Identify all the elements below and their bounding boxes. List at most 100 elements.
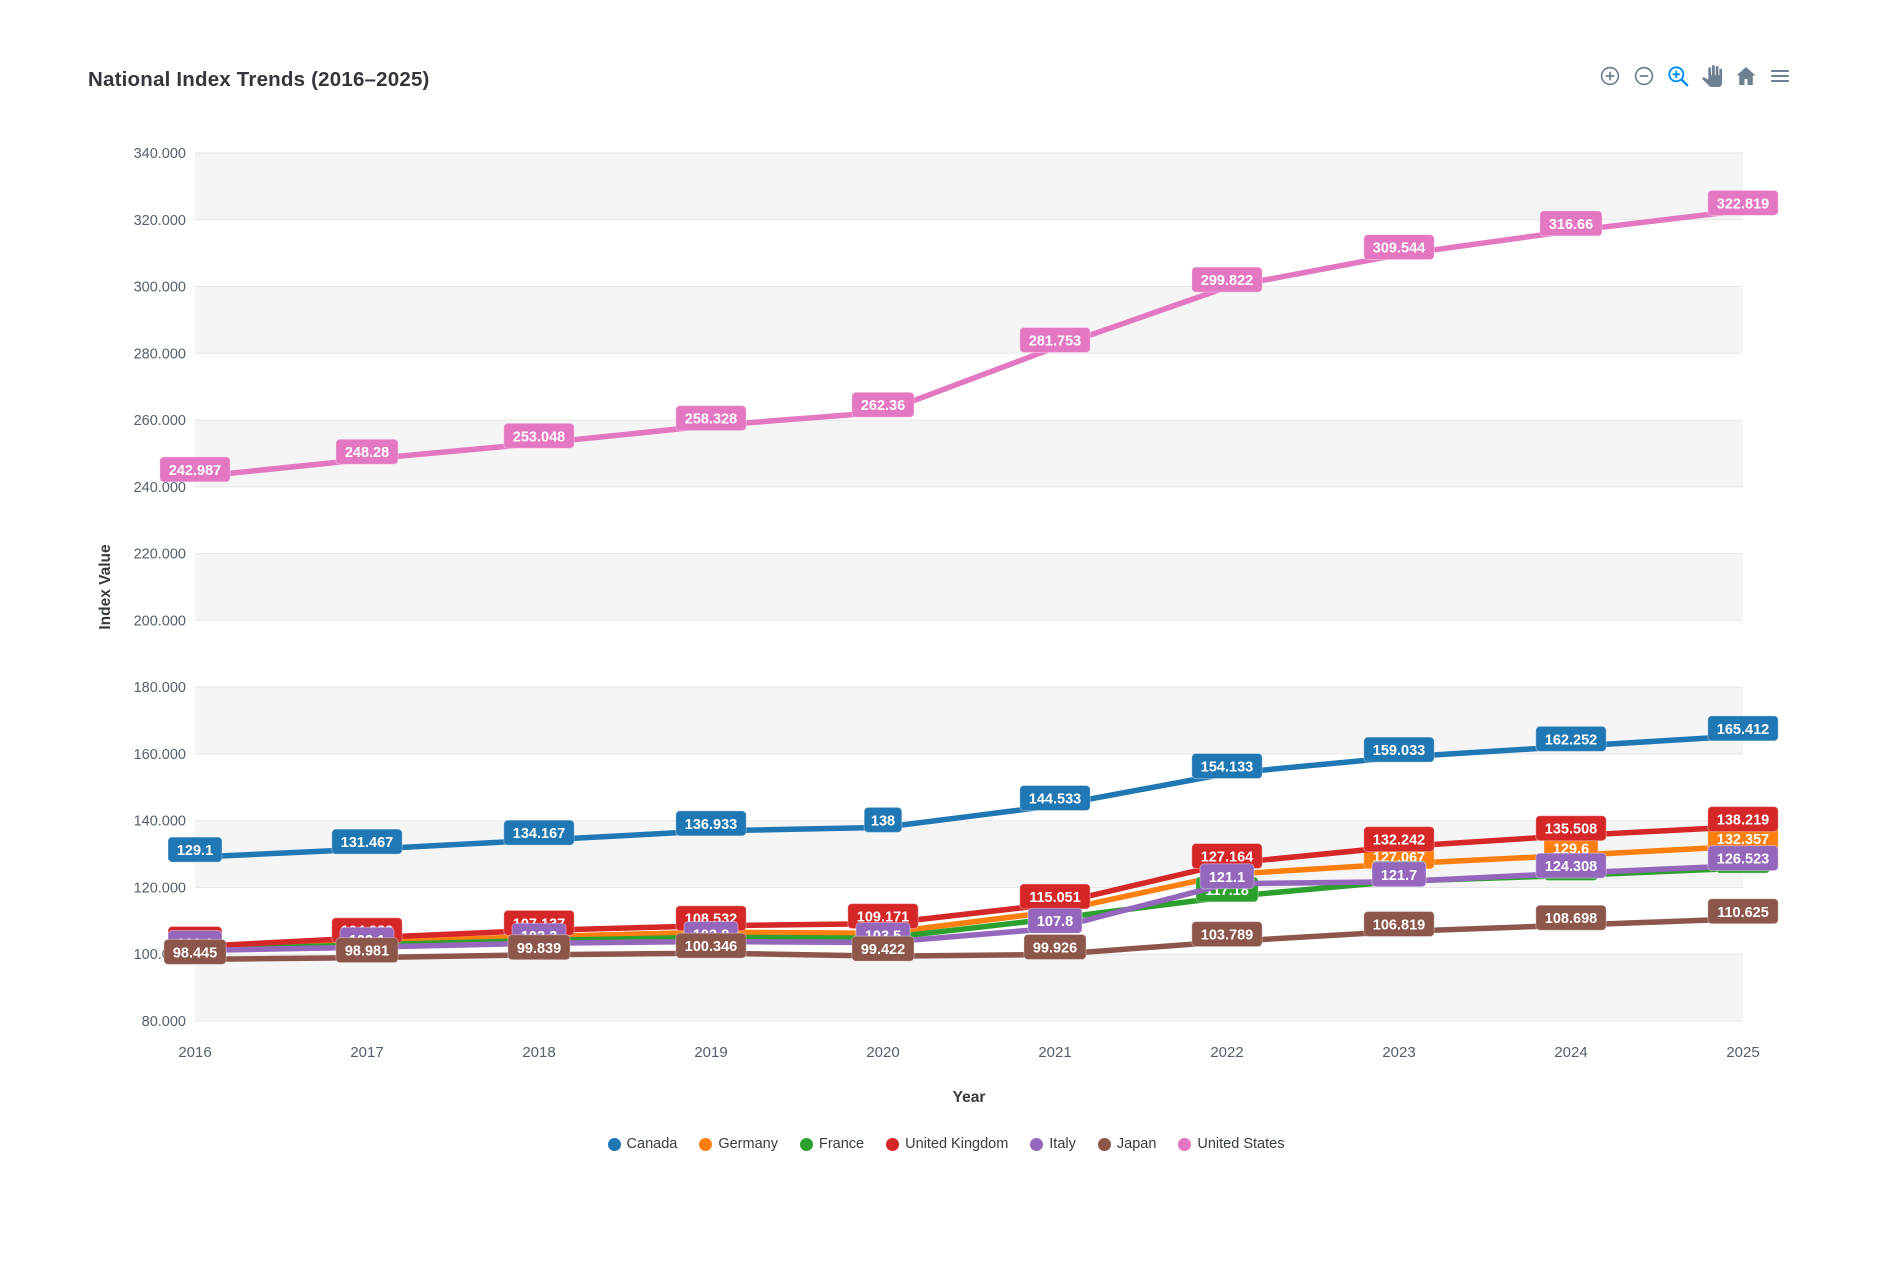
svg-text:2019: 2019	[694, 1044, 727, 1061]
data-label: 138.219	[1707, 806, 1779, 833]
legend-marker-italy	[1030, 1137, 1044, 1151]
legend-item-italy[interactable]: Italy	[1030, 1136, 1076, 1152]
svg-text:242.987: 242.987	[169, 463, 221, 479]
zoom-in-button[interactable]	[1598, 64, 1622, 88]
zoom-out-button[interactable]	[1632, 64, 1656, 88]
svg-text:121.1: 121.1	[1209, 870, 1245, 886]
svg-text:2021: 2021	[1038, 1044, 1071, 1061]
y-axis-ticks: 80.000100.000120.000140.000160.000180.00…	[134, 146, 186, 1030]
svg-text:144.533: 144.533	[1029, 792, 1081, 808]
series-japan: 98.445 98.981 99.839 100.346 99.422 99.926 103…	[163, 898, 1779, 965]
svg-text:99.839: 99.839	[517, 941, 561, 957]
svg-text:99.926: 99.926	[1033, 940, 1077, 956]
svg-text:2022: 2022	[1210, 1044, 1243, 1061]
svg-text:2023: 2023	[1382, 1044, 1415, 1061]
svg-text:127.164: 127.164	[1201, 850, 1253, 866]
legend-label-canada: Canada	[626, 1136, 678, 1152]
legend-label-united-states: United States	[1197, 1136, 1285, 1152]
svg-text:134.167: 134.167	[513, 826, 565, 842]
svg-text:309.544: 309.544	[1373, 241, 1425, 257]
zoom-in-icon	[1600, 66, 1620, 86]
svg-text:115.051: 115.051	[1029, 890, 1081, 906]
svg-text:240.000: 240.000	[134, 480, 186, 496]
svg-text:260.000: 260.000	[134, 413, 186, 429]
legend-item-germany[interactable]: Germany	[699, 1136, 778, 1152]
data-label: 109.171	[847, 903, 919, 930]
data-label: 262.36	[851, 391, 915, 418]
series-line-japan	[192, 916, 1746, 963]
svg-text:110.625: 110.625	[1717, 905, 1769, 921]
data-label: 129.1	[167, 836, 223, 863]
data-label: 127.164	[1191, 843, 1263, 870]
svg-text:2020: 2020	[866, 1044, 899, 1061]
chart-canvas[interactable]: 80.000100.000120.000140.000160.000180.00…	[0, 0, 1892, 1120]
svg-text:129.1: 129.1	[177, 843, 213, 859]
svg-text:100.346: 100.346	[685, 939, 737, 955]
series-line-united-kingdom	[192, 823, 1746, 950]
menu-icon	[1770, 69, 1790, 83]
svg-text:131.467: 131.467	[341, 835, 393, 851]
legend-marker-canada	[607, 1137, 621, 1151]
data-label: 103.789	[1191, 921, 1263, 948]
x-axis-title: Year	[953, 1089, 986, 1106]
legend-label-italy: Italy	[1049, 1136, 1076, 1152]
legend-item-united-kingdom[interactable]: United Kingdom	[886, 1136, 1008, 1152]
svg-text:2025: 2025	[1726, 1044, 1759, 1061]
selection-zoom-button[interactable]	[1666, 64, 1690, 88]
svg-text:281.753: 281.753	[1029, 333, 1081, 349]
svg-text:2018: 2018	[522, 1044, 555, 1061]
svg-text:121.7: 121.7	[1381, 868, 1417, 884]
data-label: 98.981	[335, 937, 399, 964]
legend-marker-united-states	[1178, 1137, 1192, 1151]
data-label: 121.1	[1199, 863, 1255, 890]
chart-toolbar	[1598, 64, 1792, 88]
gridlines	[195, 152, 1743, 1022]
legend-label-japan: Japan	[1116, 1136, 1157, 1152]
legend-item-france[interactable]: France	[799, 1136, 865, 1152]
legend-marker-germany	[699, 1137, 713, 1151]
svg-text:80.000: 80.000	[142, 1014, 186, 1030]
legend-item-japan[interactable]: Japan	[1097, 1136, 1157, 1152]
series-line-italy	[192, 862, 1746, 954]
svg-text:138.219: 138.219	[1717, 813, 1769, 829]
chart-title: National Index Trends (2016–2025)	[88, 68, 430, 91]
series-canada: 129.1 131.467 134.167 136.933 138 144.533 154.…	[167, 715, 1779, 863]
legend-item-united-states[interactable]: United States	[1178, 1136, 1284, 1152]
data-label: 132.242	[1363, 826, 1435, 853]
data-label: 110.625	[1707, 898, 1779, 925]
svg-text:220.000: 220.000	[134, 547, 186, 563]
svg-text:253.048: 253.048	[513, 429, 565, 445]
x-axis-ticks: 2016 2017 2018 2019 2020 2021 2022 2023 2024 2025	[178, 1044, 1759, 1061]
data-label: 309.544	[1363, 234, 1435, 261]
svg-text:98.445: 98.445	[173, 945, 217, 961]
data-label: 316.66	[1539, 210, 1603, 237]
svg-text:162.252: 162.252	[1545, 732, 1597, 748]
data-label: 99.422	[851, 935, 915, 962]
legend-label-germany: Germany	[718, 1136, 778, 1152]
svg-text:300.000: 300.000	[134, 280, 186, 296]
menu-button[interactable]	[1768, 64, 1792, 88]
svg-text:154.133: 154.133	[1201, 760, 1253, 776]
svg-text:340.000: 340.000	[134, 146, 186, 162]
home-button[interactable]	[1734, 64, 1758, 88]
legend-label-france: France	[818, 1136, 865, 1152]
data-label: 162.252	[1535, 725, 1607, 752]
data-label: 135.508	[1535, 815, 1607, 842]
svg-text:132.357: 132.357	[1717, 832, 1769, 848]
data-label: 281.753	[1019, 326, 1091, 353]
svg-text:135.508: 135.508	[1545, 822, 1597, 838]
legend-item-canada[interactable]: Canada	[607, 1136, 678, 1152]
data-label: 98.445	[163, 938, 227, 965]
data-label: 124.308	[1535, 852, 1607, 879]
svg-text:124.308: 124.308	[1545, 859, 1597, 875]
pan-button[interactable]	[1700, 64, 1724, 88]
svg-text:103.789: 103.789	[1201, 928, 1253, 944]
svg-text:107.8: 107.8	[1037, 914, 1073, 930]
data-label: 322.819	[1707, 189, 1779, 216]
svg-text:108.698: 108.698	[1545, 911, 1597, 927]
svg-text:98.981: 98.981	[345, 944, 389, 960]
data-label: 154.133	[1191, 753, 1263, 780]
svg-text:316.66: 316.66	[1549, 217, 1593, 233]
chart-legend: Canada Germany France United Kingdom Italy Ja…	[0, 1136, 1892, 1152]
